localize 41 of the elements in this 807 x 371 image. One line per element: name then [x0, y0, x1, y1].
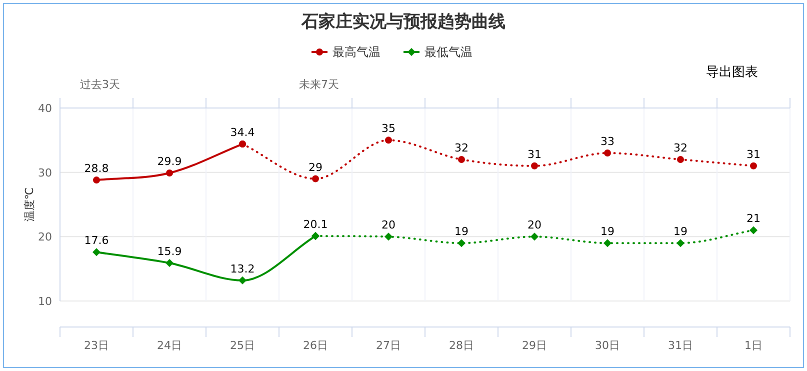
data-label: 32	[454, 141, 468, 154]
text: 导出图表	[706, 65, 758, 80]
x-tick-label: 29日	[522, 339, 547, 352]
text: 未来7天	[299, 78, 339, 91]
legend-label: 最高气温	[332, 45, 380, 59]
y-tick-label: 10	[38, 295, 52, 308]
data-label: 29.9	[157, 154, 182, 168]
legend-label: 最低气温	[424, 45, 472, 59]
data-label: 20.1	[303, 218, 328, 232]
data-label: 28.8	[84, 162, 109, 176]
text: 过去3天	[80, 78, 120, 91]
y-tick-label: 40	[38, 102, 52, 115]
x-tick-label: 31日	[668, 339, 693, 352]
data-label: 20	[382, 218, 396, 232]
data-label: 31	[528, 148, 542, 161]
x-tick-label: 28日	[449, 339, 474, 352]
x-tick-label: 26日	[303, 339, 328, 352]
data-label: 29	[308, 160, 322, 174]
data-label: 17.6	[84, 234, 109, 248]
data-label: 19	[674, 225, 688, 238]
y-axis-title: 温度℃	[23, 187, 36, 222]
y-tick-label: 30	[38, 166, 52, 180]
data-label: 20	[528, 218, 542, 232]
data-label: 19	[454, 225, 468, 238]
x-tick-label: 1日	[744, 339, 762, 352]
data-label: 35	[382, 122, 396, 136]
data-label: 13.2	[230, 262, 255, 276]
x-tick-label: 25日	[230, 339, 255, 352]
x-tick-label: 24日	[157, 339, 182, 352]
data-label: 32	[674, 141, 688, 154]
x-tick-label: 23日	[84, 339, 109, 352]
data-label: 34.4	[230, 126, 255, 140]
data-label: 19	[600, 225, 614, 238]
x-tick-label: 30日	[595, 339, 620, 352]
y-tick-label: 20	[38, 230, 52, 244]
data-label: 15.9	[157, 245, 182, 258]
data-label: 33	[600, 135, 614, 148]
data-label: 31	[746, 148, 760, 161]
chart-title: 石家庄实况与预报趋势曲线	[300, 12, 506, 32]
data-label: 21	[746, 212, 760, 226]
x-tick-label: 27日	[376, 339, 401, 352]
